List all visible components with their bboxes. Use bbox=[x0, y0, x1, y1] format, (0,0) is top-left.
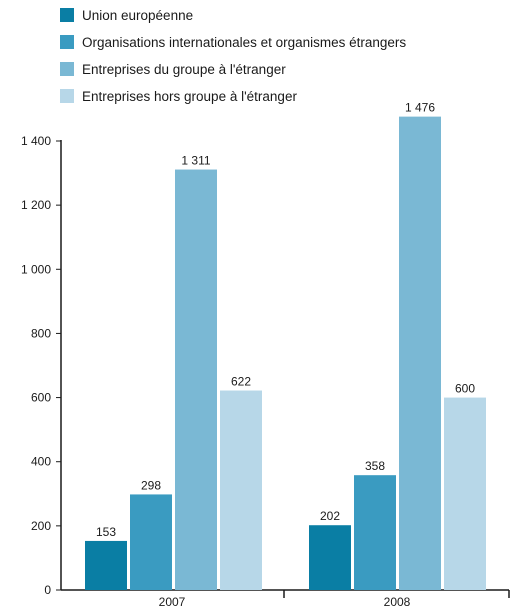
data-label: 358 bbox=[365, 459, 385, 473]
legend-swatch bbox=[60, 62, 74, 76]
legend-item-union-europeenne: Union européenne bbox=[60, 6, 193, 24]
legend-label: Organisations internationales et organis… bbox=[82, 34, 407, 50]
legend-item-entreprises-hors-groupe: Entreprises hors groupe à l'étranger bbox=[60, 87, 297, 105]
y-tick-label: 200 bbox=[31, 519, 51, 533]
data-label: 298 bbox=[141, 478, 161, 492]
legend-label: Entreprises du groupe à l'étranger bbox=[82, 61, 286, 77]
bar bbox=[175, 169, 217, 590]
legend-swatch bbox=[60, 35, 74, 49]
y-tick-label: 1 200 bbox=[21, 198, 51, 212]
chart-legend: Union européenne Organisations internati… bbox=[0, 0, 520, 115]
bar bbox=[354, 475, 396, 590]
y-tick-label: 1 400 bbox=[21, 134, 51, 148]
data-label: 600 bbox=[455, 382, 475, 396]
legend-label: Entreprises hors groupe à l'étranger bbox=[82, 88, 297, 104]
x-tick-label: 2007 bbox=[159, 595, 186, 609]
y-tick-label: 1 000 bbox=[21, 262, 51, 276]
y-tick-label: 600 bbox=[31, 391, 51, 405]
bar bbox=[444, 397, 486, 590]
y-tick-label: 400 bbox=[31, 455, 51, 469]
bar bbox=[220, 390, 262, 590]
legend-item-organisations-internationales: Organisations internationales et organis… bbox=[60, 33, 406, 51]
legend-label: Union européenne bbox=[82, 7, 194, 23]
data-label: 153 bbox=[96, 525, 116, 539]
legend-item-entreprises-du-groupe: Entreprises du groupe à l'étranger bbox=[60, 60, 286, 78]
bar bbox=[130, 494, 172, 590]
bar bbox=[309, 525, 351, 590]
data-label: 1 311 bbox=[181, 154, 210, 168]
legend-swatch bbox=[60, 8, 74, 22]
legend-swatch bbox=[60, 89, 74, 103]
data-label: 622 bbox=[231, 375, 251, 389]
y-tick-label: 0 bbox=[44, 583, 51, 597]
bar bbox=[85, 540, 127, 590]
data-label: 1 476 bbox=[405, 101, 435, 115]
data-label: 202 bbox=[320, 509, 340, 523]
x-tick-label: 2008 bbox=[384, 595, 411, 609]
bar bbox=[399, 116, 441, 590]
y-tick-label: 800 bbox=[31, 326, 51, 340]
